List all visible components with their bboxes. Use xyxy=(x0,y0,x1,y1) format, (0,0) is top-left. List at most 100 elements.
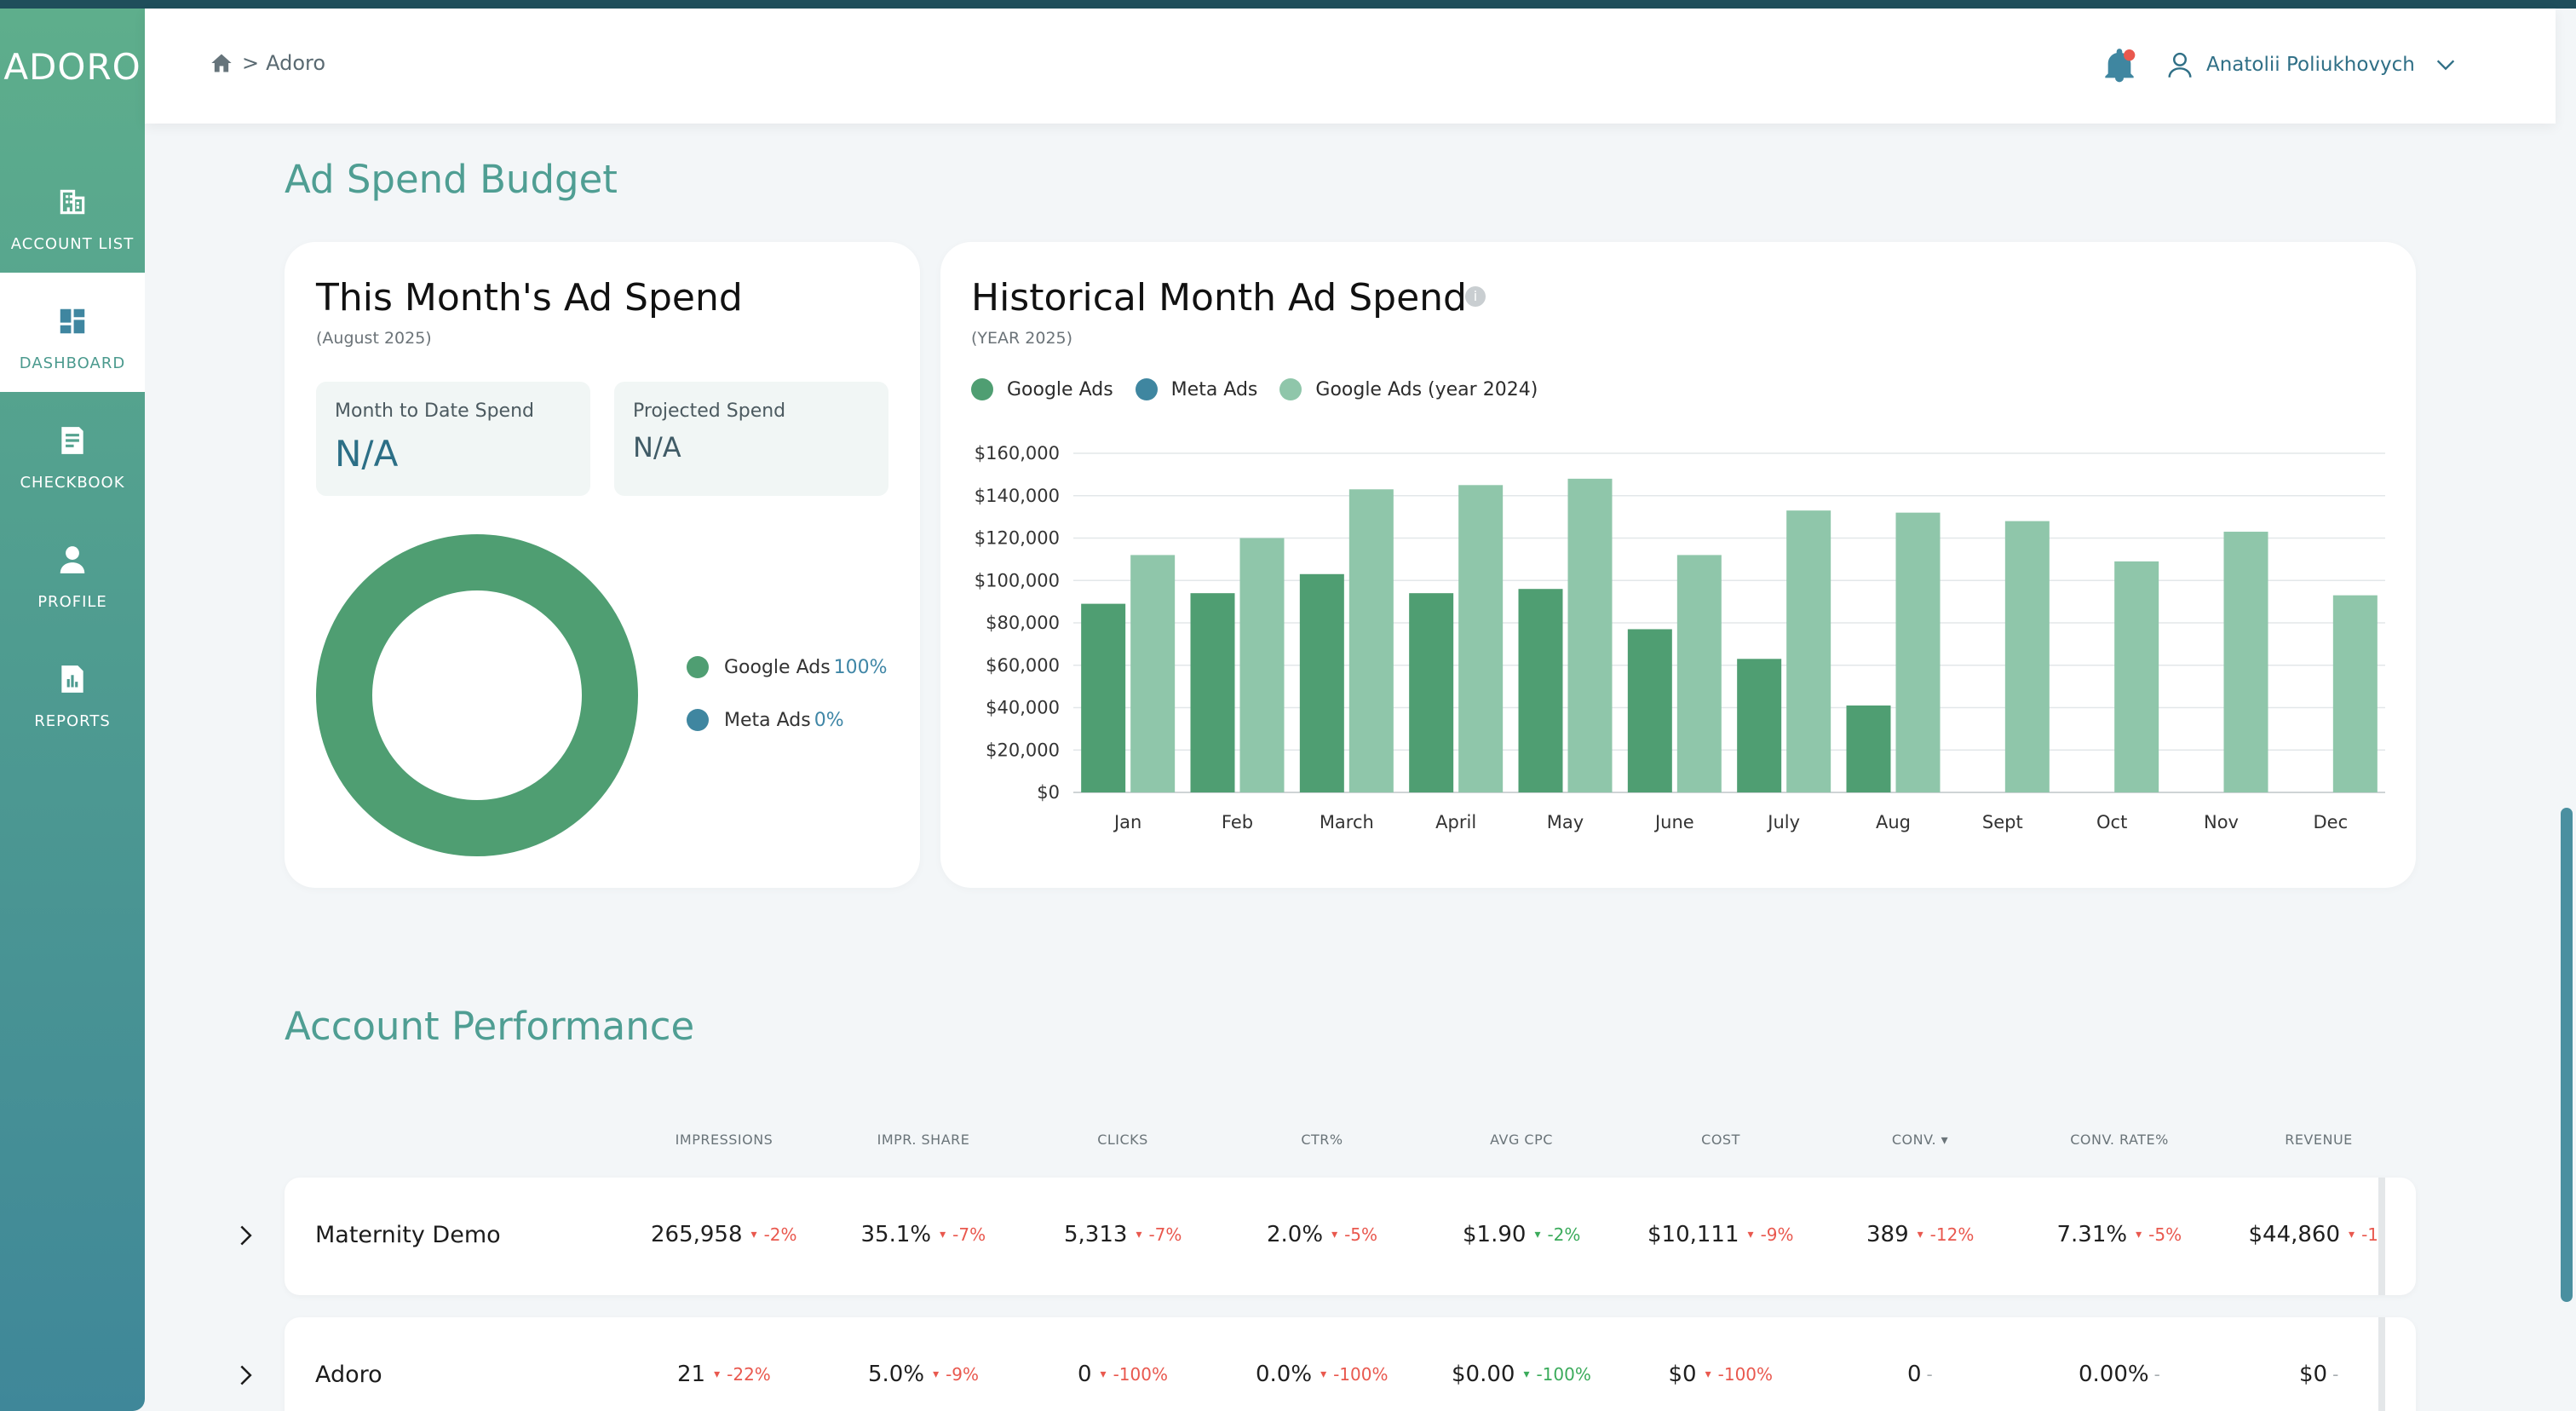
cell-change: -5% xyxy=(2148,1224,2182,1245)
bar-google-ads-2024[interactable] xyxy=(1239,538,1285,793)
bar-google-ads[interactable] xyxy=(1518,589,1563,792)
donut-slice-google-ads[interactable] xyxy=(316,534,638,856)
y-tick-label: $20,000 xyxy=(986,740,1060,760)
home-icon[interactable] xyxy=(210,51,233,75)
column-header[interactable]: CONV. RATE% xyxy=(2070,1132,2169,1148)
bar-google-ads-2024[interactable] xyxy=(2223,532,2268,792)
column-header[interactable]: IMPRESSIONS xyxy=(675,1132,773,1148)
bar-google-ads-2024[interactable] xyxy=(1895,512,1941,792)
cell-change: -100% xyxy=(1536,1364,1591,1385)
bar-google-ads[interactable] xyxy=(1737,659,1782,792)
table-cell: 0- xyxy=(1907,1362,1933,1387)
x-tick-label: Feb xyxy=(1222,812,1253,832)
row-scroll-edge xyxy=(2378,1178,2385,1295)
bar-google-ads[interactable] xyxy=(1627,629,1672,792)
bar-google-ads-2024[interactable] xyxy=(1130,555,1176,792)
cell-value: $0.00 xyxy=(1452,1362,1515,1387)
projected-spend-label: Projected Spend xyxy=(633,400,786,422)
expand-row-chevron-icon[interactable] xyxy=(233,1363,257,1387)
table-cell: $44,860 ▾ -15 xyxy=(2249,1222,2378,1247)
table-cell: 5,313 ▾ -7% xyxy=(1064,1222,1182,1247)
sidebar-item-dashboard[interactable]: DASHBOARD xyxy=(0,273,145,392)
user-icon xyxy=(2168,52,2192,78)
bar-google-ads[interactable] xyxy=(1299,573,1344,792)
bar-google-ads-2024[interactable] xyxy=(2004,521,2050,792)
table-cell: $0.00 ▾ -100% xyxy=(1452,1362,1591,1387)
table-cell: 0.0% ▾ -100% xyxy=(1256,1362,1389,1387)
trend-down-icon: ▾ xyxy=(1705,1368,1711,1381)
column-header[interactable]: CLICKS xyxy=(1097,1132,1148,1148)
notification-bell-icon[interactable] xyxy=(2102,48,2136,85)
bar-google-ads-2024[interactable] xyxy=(1786,510,1831,792)
trend-down-icon: ▾ xyxy=(1320,1368,1327,1381)
cell-change: -15 xyxy=(2361,1224,2377,1245)
donut-legend-google-ads: Google Ads 100% xyxy=(687,656,888,678)
table-cell: $0- xyxy=(2299,1362,2338,1387)
cell-value: $0 xyxy=(2299,1362,2328,1387)
user-menu[interactable]: Anatolii Poliukhovych xyxy=(2167,51,2458,78)
cell-value: 0.00% xyxy=(2079,1362,2149,1387)
bar-google-ads[interactable] xyxy=(1846,706,1891,792)
column-header[interactable]: CTR% xyxy=(1301,1132,1343,1148)
sidebar-item-reports[interactable]: REPORTS xyxy=(0,631,145,750)
table-row[interactable] xyxy=(285,1317,2416,1411)
bar-google-ads-2024[interactable] xyxy=(1567,478,1613,792)
bar-google-ads-2024[interactable] xyxy=(1458,485,1504,792)
table-cell: $10,111 ▾ -9% xyxy=(1647,1222,1794,1247)
table-cell: 265,958 ▾ -2% xyxy=(651,1222,797,1247)
user-name: Anatolii Poliukhovych xyxy=(2206,54,2415,76)
sidebar-item-profile[interactable]: PROFILE xyxy=(0,511,145,631)
building-icon xyxy=(60,189,85,215)
cell-change: -7% xyxy=(952,1224,986,1245)
x-tick-label: May xyxy=(1547,812,1584,832)
account-name[interactable]: Adoro xyxy=(315,1362,382,1388)
cell-change: -22% xyxy=(727,1364,771,1385)
column-header[interactable]: CONV. ▾ xyxy=(1891,1132,1949,1148)
cell-value: 7.31% xyxy=(2056,1222,2128,1247)
expand-row-chevron-icon[interactable] xyxy=(233,1224,257,1247)
x-tick-label: Dec xyxy=(2314,812,2349,832)
legend-item-meta-ads[interactable]: Meta Ads xyxy=(1135,378,1257,400)
bar-google-ads-2024[interactable] xyxy=(1676,555,1722,792)
cell-change: -100% xyxy=(1113,1364,1168,1385)
table-cell: 0 ▾ -100% xyxy=(1078,1362,1168,1387)
column-header[interactable]: REVENUE xyxy=(2285,1132,2353,1148)
column-header[interactable]: COST xyxy=(1701,1132,1740,1148)
table-cell: $1.90 ▾ -2% xyxy=(1463,1222,1580,1247)
table-row[interactable] xyxy=(285,1178,2416,1295)
bar-google-ads-2024[interactable] xyxy=(1348,489,1394,792)
app-logo[interactable]: ADORO xyxy=(3,46,141,88)
mtd-spend-label: Month to Date Spend xyxy=(335,400,534,422)
account-name[interactable]: Maternity Demo xyxy=(315,1222,501,1248)
cell-change: -9% xyxy=(946,1364,980,1385)
page-scrollbar[interactable] xyxy=(2561,808,2573,1302)
sidebar-item-account-list[interactable]: ACCOUNT LIST xyxy=(0,153,145,273)
card-subtitle: (August 2025) xyxy=(316,329,432,348)
x-tick-label: April xyxy=(1435,812,1476,832)
bar-google-ads[interactable] xyxy=(1190,593,1235,792)
breadcrumb-current[interactable]: Adoro xyxy=(266,51,326,75)
info-icon[interactable]: i xyxy=(1465,286,1486,307)
legend-item-google-ads[interactable]: Google Ads xyxy=(971,378,1113,400)
legend-label: Google Ads xyxy=(724,656,831,678)
cell-value: 389 xyxy=(1866,1222,1909,1247)
table-cell: 389 ▾ -12% xyxy=(1866,1222,1974,1247)
cell-value: 2.0% xyxy=(1267,1222,1324,1247)
report-chart-icon xyxy=(61,665,83,693)
sidebar-item-checkbook[interactable]: CHECKBOOK xyxy=(0,392,145,511)
this-month-card: This Month's Ad Spend (August 2025) Mont… xyxy=(285,242,920,888)
column-header[interactable]: IMPR. SHARE xyxy=(877,1132,970,1148)
cell-change: -12% xyxy=(1929,1224,1975,1245)
bar-google-ads-2024[interactable] xyxy=(2114,561,2159,792)
legend-item-google-ads-2024[interactable]: Google Ads (year 2024) xyxy=(1279,378,1538,400)
mtd-spend-box: Month to Date Spend N/A xyxy=(316,382,590,496)
bar-google-ads[interactable] xyxy=(1409,593,1454,792)
row-scroll-edge xyxy=(2378,1317,2385,1411)
section-title-ad-spend: Ad Spend Budget xyxy=(285,157,618,202)
cell-change: -5% xyxy=(1344,1224,1378,1245)
dashboard-icon xyxy=(60,308,85,334)
bar-google-ads-2024[interactable] xyxy=(2332,595,2378,792)
bar-google-ads[interactable] xyxy=(1081,603,1126,792)
column-header[interactable]: AVG CPC xyxy=(1490,1132,1553,1148)
x-tick-label: Oct xyxy=(2096,812,2127,832)
